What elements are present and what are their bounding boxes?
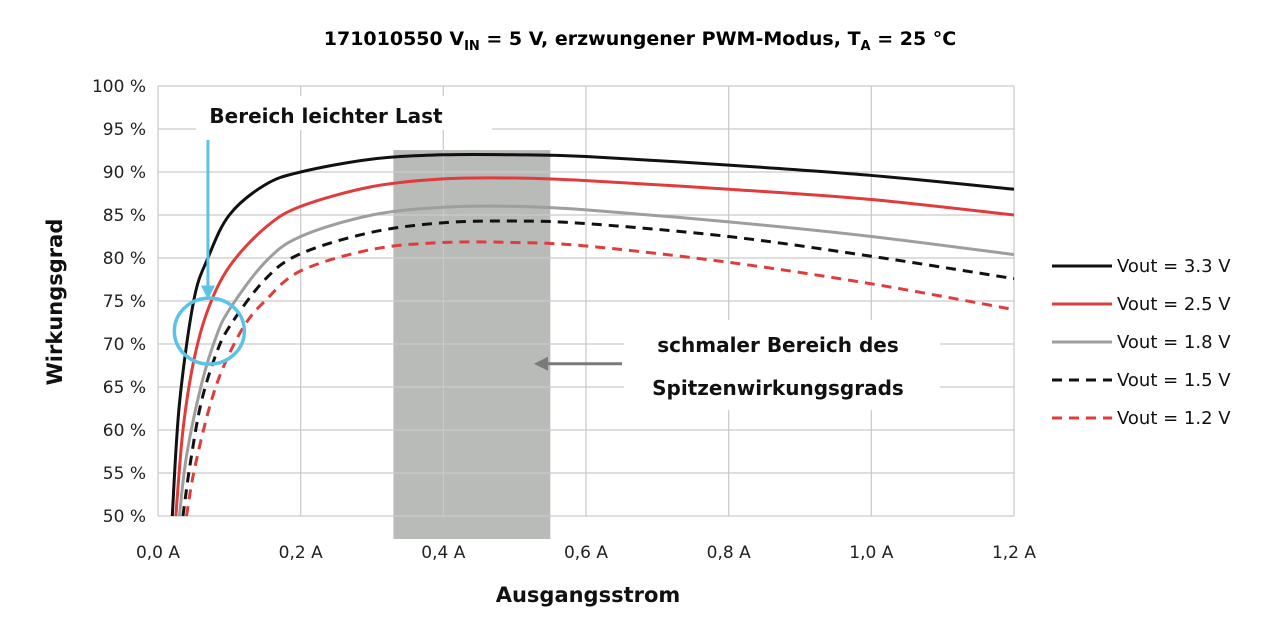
y-tick-label-8: 90 % (103, 163, 146, 183)
legend-label-3: Vout = 1.5 V (1117, 370, 1231, 391)
light-load-marker (172, 140, 247, 366)
peak-label-bg (624, 320, 940, 410)
x-tick-label-4: 0,8 A (707, 543, 751, 563)
light-load-circle (172, 296, 247, 366)
title-part-end: = 25 °C (871, 28, 957, 50)
light-load-arrow-head (200, 285, 215, 300)
peak-region-arrow (534, 356, 622, 371)
x-tick-label-1: 0,2 A (279, 543, 323, 563)
title-sub-ta: A (861, 39, 871, 54)
legend-label-2: Vout = 1.8 V (1117, 332, 1231, 353)
legend-label-4: Vout = 1.2 V (1117, 408, 1231, 429)
y-tick-label-6: 80 % (103, 249, 146, 269)
y-tick-label-4: 70 % (103, 335, 146, 355)
series-line-4 (185, 240, 1015, 517)
title-part-mid: = 5 V, erzwungener PWM-Modus, T (480, 28, 861, 50)
legend-label-1: Vout = 2.5 V (1117, 294, 1231, 315)
light-load-annotation: Bereich leichter Last (209, 104, 443, 128)
y-tick-label-10: 100 % (92, 77, 146, 97)
x-tick-label-3: 0,6 A (564, 543, 608, 563)
x-axis-title: Ausgangsstrom (496, 583, 681, 607)
title-sub-vin: IN (464, 39, 480, 54)
title-part-main: 171010550 V (324, 28, 465, 50)
y-tick-label-9: 95 % (103, 120, 146, 140)
peak-annotation-line1: schmaler Bereich des (657, 333, 899, 357)
y-tick-label-3: 65 % (103, 378, 146, 398)
y-tick-label-0: 50 % (103, 507, 146, 527)
chart-title: 171010550 VIN = 5 V, erzwungener PWM-Mod… (324, 28, 957, 54)
peak-annotation-line2: Spitzenwirkungsgrads (652, 376, 904, 400)
series-line-1 (174, 176, 1015, 517)
x-tick-label-5: 1,0 A (849, 543, 893, 563)
y-tick-label-5: 75 % (103, 292, 146, 312)
x-tick-label-0: 0,0 A (136, 543, 180, 563)
peak-arrow-head (534, 356, 548, 371)
series-line-3 (181, 219, 1015, 517)
legend: Vout = 3.3 V Vout = 2.5 V Vout = 1.8 V Vout… (1052, 256, 1231, 429)
y-tick-label-7: 85 % (103, 206, 146, 226)
x-tick-label-6: 1,2 A (992, 543, 1036, 563)
y-tick-label-1: 55 % (103, 464, 146, 484)
light-load-label-bg (196, 96, 492, 130)
x-tick-label-2: 0,4 A (421, 543, 465, 563)
y-tick-label-2: 60 % (103, 421, 146, 441)
grid (157, 85, 1015, 517)
x-axis-ticks: 0,0 A 0,2 A 0,4 A 0,6 A 0,8 A 1,0 A 1,2 A (136, 543, 1036, 563)
y-axis-ticks: 50 % 55 % 60 % 65 % 70 % 75 % 80 % 85 % 90 % 95 %… (92, 77, 146, 527)
series-line-2 (177, 204, 1015, 517)
legend-label-0: Vout = 3.3 V (1117, 256, 1231, 277)
y-axis-title: Wirkungsgrad (43, 219, 67, 386)
